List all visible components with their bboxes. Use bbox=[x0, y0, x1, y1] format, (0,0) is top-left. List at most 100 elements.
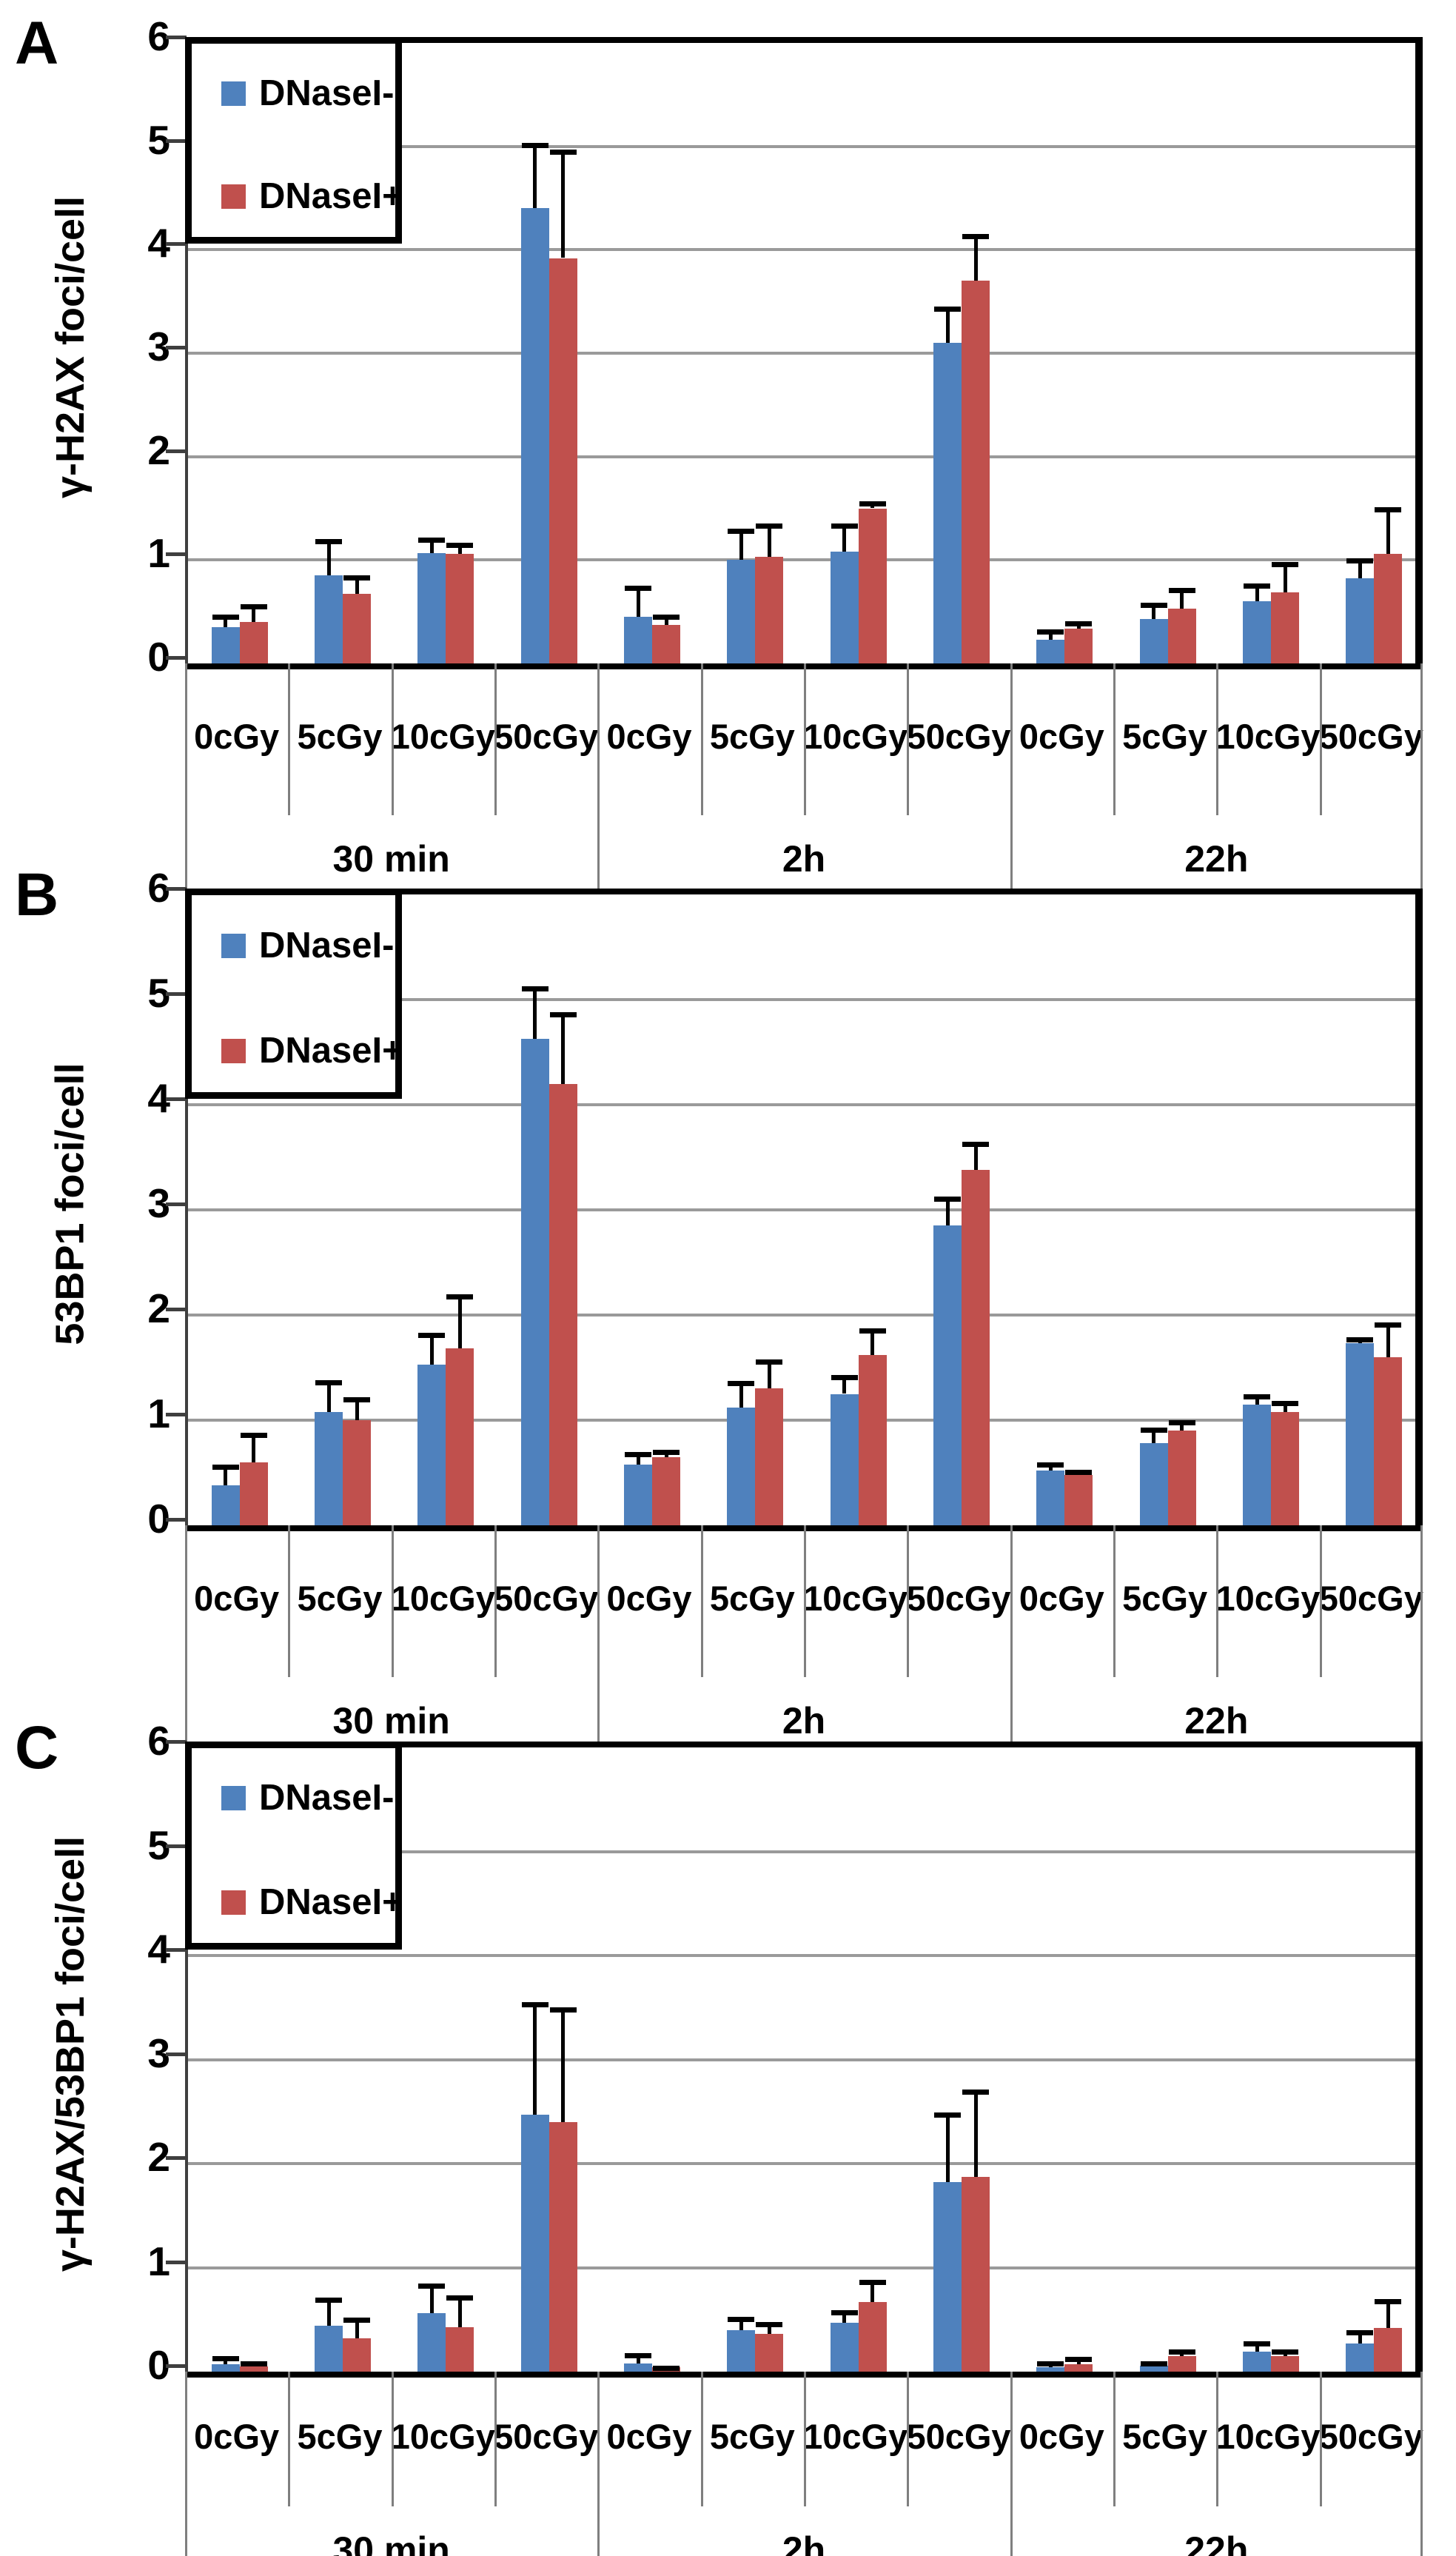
error-bar-cap bbox=[240, 2361, 267, 2366]
error-bar-line bbox=[1180, 1420, 1184, 1431]
error-bar-cap bbox=[625, 586, 651, 592]
error-bar-cap bbox=[653, 2365, 680, 2371]
plot-area: DNaseI- DNaseI+ bbox=[185, 1742, 1423, 2378]
bar-dnasei-22h-10cgy bbox=[1271, 2355, 1299, 2372]
bar-dnasei-2h-5cgy bbox=[727, 1407, 756, 1525]
error-bar-cap bbox=[1168, 588, 1195, 594]
error-bar-line bbox=[1255, 2341, 1259, 2352]
legend-item-dnasei: DNaseI- bbox=[221, 75, 394, 112]
error-bar-cap bbox=[212, 1464, 239, 1470]
gridline bbox=[188, 1103, 1415, 1106]
bar-dnasei-30-min-10cgy bbox=[446, 2326, 474, 2372]
error-bar-cap bbox=[1272, 562, 1298, 568]
dose-separator bbox=[391, 2372, 394, 2506]
bar-dnasei-2h-5cgy bbox=[755, 2334, 784, 2372]
error-bar-line bbox=[326, 539, 331, 576]
dose-separator bbox=[1113, 2372, 1116, 2506]
dose-separator bbox=[907, 2372, 910, 2506]
error-bar-line bbox=[767, 1359, 771, 1389]
group-separator bbox=[1010, 663, 1013, 939]
dose-label: 0cGy bbox=[1019, 2416, 1104, 2456]
gridline bbox=[188, 1208, 1415, 1211]
error-bar-cap bbox=[1037, 629, 1064, 635]
error-bar-line bbox=[945, 307, 950, 344]
y-tick-mark bbox=[166, 1518, 187, 1522]
bar-dnasei-22h-50cgy bbox=[1374, 1356, 1403, 1525]
bar-dnasei-30-min-50cgy bbox=[548, 2121, 577, 2372]
error-bar-cap bbox=[625, 2352, 651, 2358]
dose-label: 50cGy bbox=[1318, 2416, 1423, 2456]
legend-swatch-dnasei bbox=[221, 81, 246, 106]
error-bar-line bbox=[870, 2280, 875, 2302]
y-axis-title-text: γ-H2AX/53BP1 foci/cell bbox=[48, 1836, 93, 2272]
legend-item-dnasei: DNaseI- bbox=[221, 927, 394, 964]
error-bar-cap bbox=[831, 1374, 858, 1380]
error-bar-line bbox=[533, 2002, 537, 2115]
gridline bbox=[188, 1850, 1415, 1853]
dose-label: 5cGy bbox=[709, 717, 795, 756]
error-bar-cap bbox=[446, 1294, 474, 1299]
bar-dnasei-22h-10cgy bbox=[1271, 1411, 1299, 1525]
dose-label: 10cGy bbox=[803, 1579, 908, 1618]
y-tick-mark bbox=[166, 1844, 187, 1848]
dose-separator bbox=[1216, 663, 1219, 815]
dose-label: 10cGy bbox=[1215, 717, 1321, 756]
dose-separator bbox=[391, 1525, 394, 1677]
y-tick-mark bbox=[166, 552, 187, 557]
error-bar-line bbox=[870, 1328, 875, 1355]
error-bar-cap bbox=[934, 307, 961, 312]
gridline bbox=[188, 998, 1415, 1001]
gridline bbox=[188, 248, 1415, 252]
bar-dnasei-30-min-50cgy bbox=[548, 258, 577, 663]
y-tick-label: 5 bbox=[147, 116, 170, 163]
bar-dnasei-22h-0cgy bbox=[1064, 2364, 1093, 2372]
bar-dnasei-30-min-50cgy bbox=[548, 1083, 577, 1525]
dose-label: 50cGy bbox=[906, 2416, 1011, 2456]
error-bar-line bbox=[355, 2317, 359, 2339]
bar-dnasei-30-min-50cgy bbox=[520, 208, 549, 663]
bar-dnasei-2h-10cgy bbox=[830, 2322, 859, 2372]
gridline bbox=[188, 144, 1415, 148]
bar-dnasei-22h-10cgy bbox=[1271, 592, 1299, 663]
error-bar-line bbox=[973, 1141, 978, 1171]
bar-dnasei-2h-50cgy bbox=[962, 2177, 990, 2372]
error-bar-line bbox=[1152, 602, 1156, 619]
error-bar-line bbox=[561, 149, 566, 258]
error-bar-cap bbox=[521, 2002, 548, 2008]
error-bar-line bbox=[1180, 588, 1184, 609]
bar-dnasei-2h-0cgy bbox=[624, 2363, 652, 2372]
dose-label: 5cGy bbox=[297, 717, 383, 756]
error-bar-line bbox=[429, 537, 434, 553]
time-label-30-min: 30 min bbox=[332, 2529, 450, 2556]
dose-label: 0cGy bbox=[606, 2416, 692, 2456]
bar-dnasei-22h-50cgy bbox=[1374, 2328, 1403, 2372]
error-bar-cap bbox=[1065, 2357, 1093, 2363]
y-tick-mark bbox=[166, 346, 187, 349]
dose-separator bbox=[391, 663, 394, 815]
dose-label: 5cGy bbox=[709, 1579, 795, 1618]
y-tick-mark bbox=[166, 242, 187, 247]
bar-dnasei-2h-5cgy bbox=[755, 557, 784, 663]
dose-label: 0cGy bbox=[606, 717, 692, 756]
dose-label: 5cGy bbox=[297, 1579, 383, 1618]
dose-label: 10cGy bbox=[1215, 2416, 1321, 2456]
error-bar-line bbox=[1358, 558, 1362, 579]
bar-dnasei-30-min-10cgy bbox=[446, 1348, 474, 1525]
y-tick-label: 0 bbox=[147, 634, 170, 680]
bar-dnasei-2h-50cgy bbox=[933, 343, 962, 663]
dose-label: 0cGy bbox=[194, 2416, 280, 2456]
error-bar-cap bbox=[549, 1012, 577, 1018]
error-bar-line bbox=[1386, 1322, 1390, 1357]
error-bar-cap bbox=[1168, 1420, 1195, 1425]
error-bar-cap bbox=[962, 2090, 989, 2095]
error-bar-cap bbox=[1244, 1394, 1270, 1399]
y-tick-mark bbox=[166, 2052, 187, 2056]
error-bar-cap bbox=[1244, 583, 1270, 589]
dose-label: 5cGy bbox=[1122, 717, 1208, 756]
dose-separator bbox=[494, 663, 497, 815]
error-bar-line bbox=[355, 575, 359, 595]
bar-dnasei-2h-0cgy bbox=[652, 1456, 680, 1525]
bar-dnasei-22h-0cgy bbox=[1064, 1474, 1093, 1525]
bar-dnasei-30-min-5cgy bbox=[343, 2338, 371, 2372]
